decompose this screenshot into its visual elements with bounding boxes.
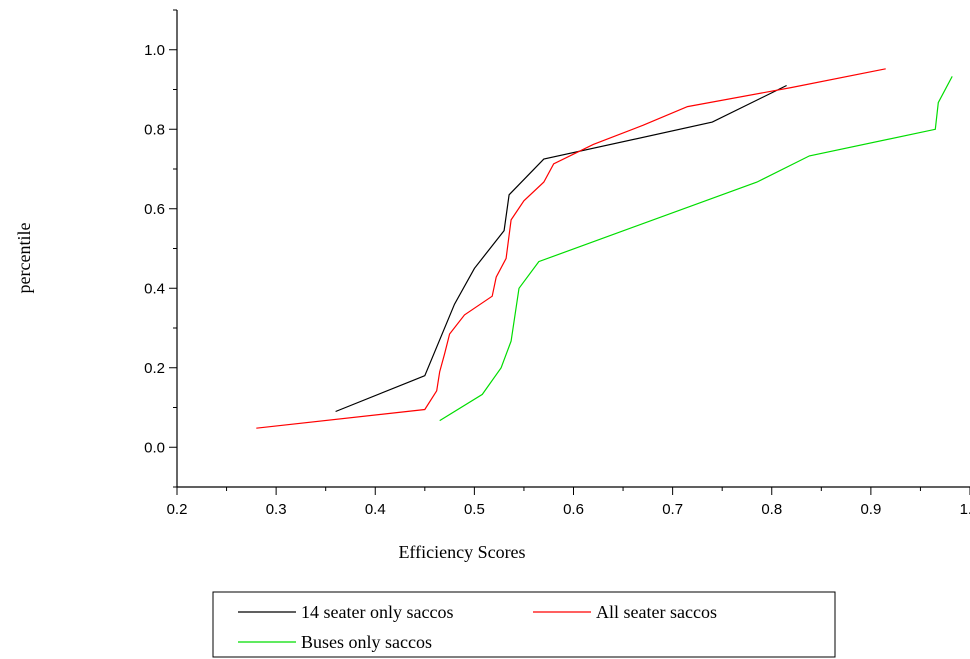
series-line-3 [439, 76, 953, 422]
x-axis-title: Efficiency Scores [398, 542, 525, 562]
y-tick-label: 0.4 [144, 280, 165, 297]
y-tick-label: 0.2 [144, 360, 165, 377]
x-tick-label: 0.6 [563, 501, 584, 518]
series-line-1 [335, 84, 787, 413]
legend: 14 seater only saccos All seater saccos Bu… [212, 591, 836, 658]
x-tick-label: 0.5 [464, 501, 485, 518]
legend-label-1: 14 seater only saccos [301, 602, 453, 622]
axes: 0.2 0.3 0.4 0.5 0.6 0.7 0.8 0.9 1.0 0.0 0.2 0.4 0.6 0… [144, 9, 970, 518]
x-tick-label: 0.9 [860, 501, 881, 518]
y-tick-label: 0.0 [144, 439, 165, 456]
x-tick-label: 0.2 [167, 501, 188, 518]
x-tick-label: 0.7 [662, 501, 683, 518]
legend-box [212, 591, 836, 658]
x-tick-label: 0.3 [266, 501, 287, 518]
y-tick-label: 0.8 [144, 121, 165, 138]
x-tick-label: 0.8 [761, 501, 782, 518]
plot-lines [256, 68, 953, 429]
x-tick-label: 0.4 [365, 501, 386, 518]
series-line-2 [256, 68, 886, 429]
legend-label-2: All seater saccos [596, 602, 717, 622]
x-tick-label: 1.0 [960, 501, 970, 518]
y-axis-title: percentile [14, 223, 34, 294]
legend-label-3: Buses only saccos [301, 632, 432, 652]
y-tick-label: 0.6 [144, 201, 165, 218]
y-tick-label: 1.0 [144, 42, 165, 59]
